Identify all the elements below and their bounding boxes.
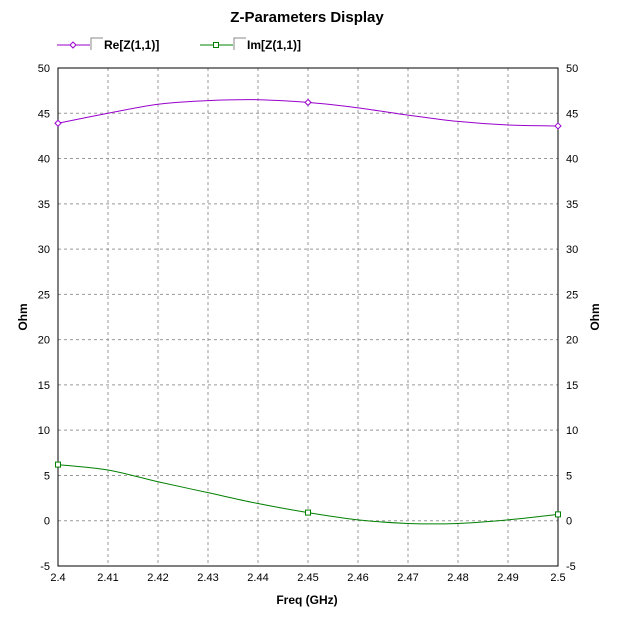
x-tick-label: 2.46 <box>347 572 368 584</box>
x-tick-label: 2.44 <box>247 572 268 584</box>
y-tick-label-left: 35 <box>38 199 50 211</box>
y-tick-label-right: -5 <box>566 561 576 573</box>
x-tick-label: 2.4 <box>50 572 65 584</box>
x-tick-label: 2.5 <box>550 572 565 584</box>
y-tick-label-right: 5 <box>566 470 572 482</box>
y-tick-label-left: 25 <box>38 289 50 301</box>
y-tick-label-right: 20 <box>566 335 578 347</box>
legend-checkbox-0 <box>90 37 103 50</box>
y-tick-label-right: 40 <box>566 154 578 166</box>
y-tick-label-right: 10 <box>566 425 578 437</box>
y-tick-label-left: 5 <box>44 470 50 482</box>
x-axis-label: Freq (GHz) <box>276 593 337 607</box>
legend-marker-0 <box>69 41 77 49</box>
y-tick-label-right: 30 <box>566 244 578 256</box>
y-tick-label-left: -5 <box>40 561 50 573</box>
data-point-marker <box>54 119 62 127</box>
y-tick-label-right: 0 <box>566 516 572 528</box>
y-tick-label-left: 15 <box>38 380 50 392</box>
y-tick-label-left: 20 <box>38 335 50 347</box>
y-axis-label-right: Ohm <box>588 303 602 330</box>
chart-title: Z-Parameters Display <box>230 9 384 26</box>
y-tick-label-left: 30 <box>38 244 50 256</box>
y-tick-label-left: 40 <box>38 154 50 166</box>
x-tick-label: 2.49 <box>497 572 518 584</box>
y-tick-label-right: 45 <box>566 108 578 120</box>
y-tick-label-left: 10 <box>38 425 50 437</box>
x-tick-label: 2.45 <box>297 572 318 584</box>
plot-frame <box>57 67 559 567</box>
legend-label-1: Im[Z(1,1)] <box>247 38 301 52</box>
series-group <box>54 98 562 525</box>
legend: Re[Z(1,1)] Im[Z(1,1)] <box>57 37 301 52</box>
y-tick-label-left: 0 <box>44 516 50 528</box>
x-tick-label: 2.48 <box>447 572 468 584</box>
x-tick-label: 2.43 <box>197 572 218 584</box>
y-axis-label-left: Ohm <box>16 303 30 330</box>
y-tick-label-right: 50 <box>566 63 578 75</box>
y-tick-label-right: 25 <box>566 289 578 301</box>
tick-labels: 2.4 2.41 2.42 2.43 2.44 2.45 2.46 2.47 2.48 2.49 2… <box>38 63 579 584</box>
y-tick-label-left: 50 <box>38 63 50 75</box>
data-point-marker <box>304 98 312 107</box>
legend-label-0: Re[Z(1,1)] <box>104 38 159 52</box>
x-tick-label: 2.41 <box>97 572 118 584</box>
legend-marker-1 <box>213 42 219 48</box>
grid <box>58 68 558 566</box>
data-point-marker <box>554 122 562 130</box>
data-point-marker <box>305 509 311 516</box>
y-tick-label-right: 35 <box>566 199 578 211</box>
x-tick-label: 2.42 <box>147 572 168 584</box>
x-tick-label: 2.47 <box>397 572 418 584</box>
data-point-marker <box>555 511 561 518</box>
legend-checkbox-1 <box>233 37 246 50</box>
y-tick-label-left: 45 <box>38 108 50 120</box>
y-tick-label-right: 15 <box>566 380 578 392</box>
data-point-marker <box>55 461 61 468</box>
